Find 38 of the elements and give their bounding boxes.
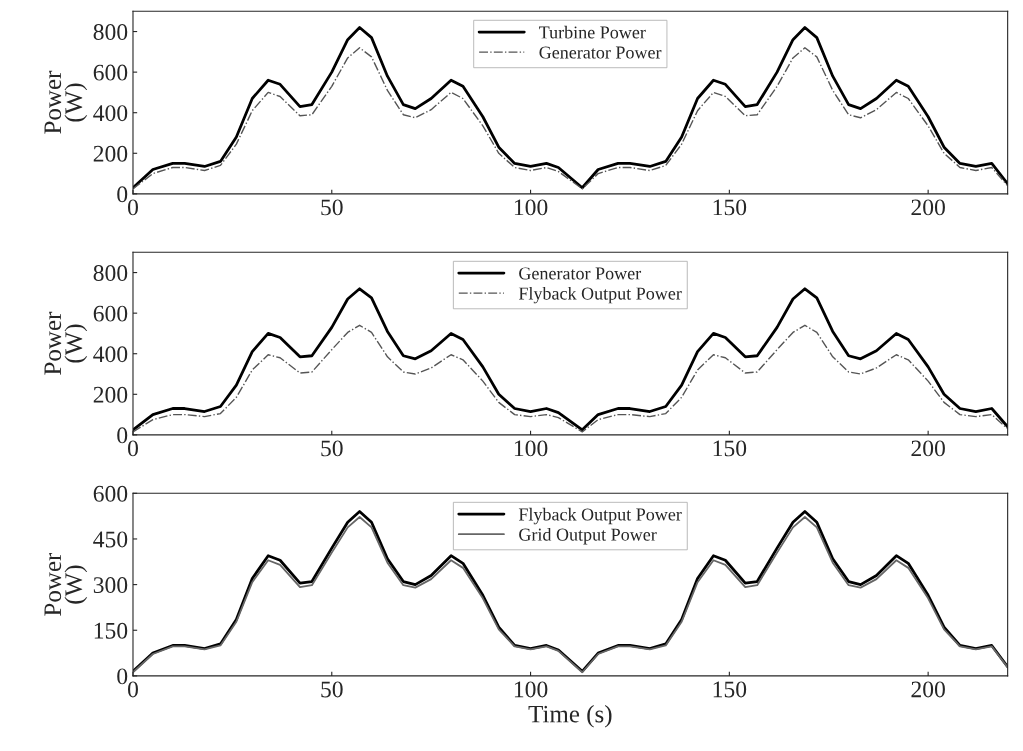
y-axis-title: Power (W) (44, 311, 88, 375)
legend-label: Grid Output Power (519, 528, 657, 545)
y-tick-label: 450 (93, 531, 128, 548)
x-tick-label: 150 (713, 199, 747, 216)
y-tick-label: 0 (117, 668, 128, 685)
y-tick-label: 800 (93, 24, 128, 40)
x-tick-label: 50 (321, 199, 343, 216)
y-tick-label: 800 (93, 265, 128, 281)
x-tick-label: 150 (713, 440, 747, 457)
legend-label: Generator Power (539, 46, 662, 59)
line-series (132, 287, 1008, 432)
y-tick-label: 200 (93, 386, 128, 403)
x-tick-label: 200 (911, 681, 945, 698)
x-tick-label: 50 (321, 681, 343, 698)
x-tick-label: 200 (911, 199, 945, 216)
y-tick-label: 600 (93, 64, 128, 81)
y-tick-label: 300 (93, 577, 128, 594)
x-tick-label: 100 (514, 199, 548, 216)
x-tick-label: 150 (713, 681, 747, 698)
legend-label: Flyback Output Power (518, 286, 682, 304)
y-tick-label: 400 (93, 346, 128, 363)
legend-label: Turbine Power (539, 25, 646, 39)
y-tick-label: 150 (94, 622, 128, 639)
x-axis-title: Time (s) (528, 704, 612, 728)
y-tick-label: 0 (117, 427, 128, 444)
y-tick-label: 600 (93, 305, 128, 322)
y-tick-label: 200 (93, 145, 128, 162)
y-axis-title: Power (W) (44, 70, 88, 134)
x-tick-label: 100 (514, 681, 548, 698)
x-tick-label: 50 (321, 440, 343, 457)
x-tick-label: 100 (514, 440, 548, 457)
x-tick-label: 200 (911, 440, 945, 457)
y-tick-label: 400 (93, 105, 128, 122)
y-tick-label: 600 (93, 485, 128, 502)
y-axis-title: Power (W) (44, 552, 88, 616)
y-tick-label: 0 (117, 186, 128, 203)
legend-label: Flyback Output Power (518, 507, 682, 525)
legend-label: Generator Power (519, 267, 642, 280)
